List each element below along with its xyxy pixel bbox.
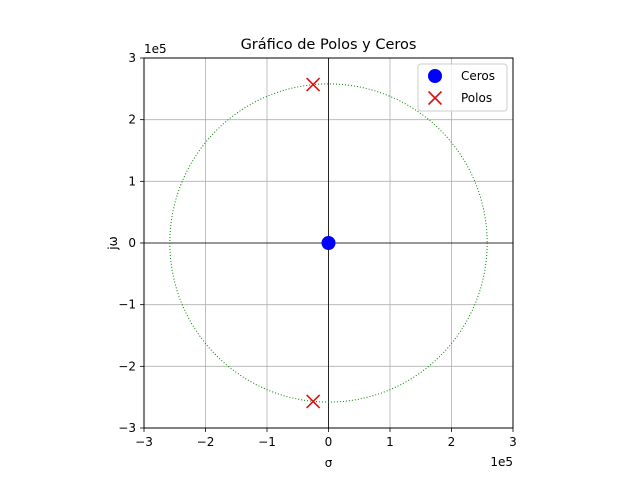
x-tick-label: 0 xyxy=(325,435,333,449)
y-tick-label: −1 xyxy=(118,298,136,312)
x-tick-label: −1 xyxy=(258,435,276,449)
pole-marker-stroke xyxy=(306,394,321,409)
x-axis-ticks: −3 −2 −1 0 1 2 3 xyxy=(135,428,517,449)
y-tick-label: 0 xyxy=(128,236,136,250)
legend-items: Ceros Polos xyxy=(427,69,495,106)
y-axis-offset-text: 1e5 xyxy=(144,42,167,56)
y-axis-ticks: −3 −2 −1 0 1 2 3 xyxy=(118,51,144,435)
legend-label: Ceros xyxy=(461,69,495,83)
pole-marker xyxy=(306,394,321,409)
pole-marker xyxy=(306,77,321,92)
dotted-circle xyxy=(169,83,488,403)
x-tick-label: 3 xyxy=(509,435,517,449)
x-axis-offset-text: 1e5 xyxy=(490,455,513,469)
chart-title: Gráfico de Polos y Ceros xyxy=(241,37,417,53)
y-tick-label: 3 xyxy=(128,51,136,65)
pole-marker-stroke xyxy=(306,77,321,92)
legend-pole-stroke xyxy=(427,90,443,106)
legend-zero-marker xyxy=(428,69,442,83)
legend-pole-marker xyxy=(427,90,443,106)
x-tick-label: 1 xyxy=(386,435,394,449)
y-tick-label: −3 xyxy=(118,421,136,435)
zero-marker xyxy=(321,236,336,250)
x-tick-label: −2 xyxy=(197,435,215,449)
x-axis-label: σ xyxy=(325,456,333,470)
y-tick-label: 2 xyxy=(128,113,136,127)
y-tick-label: 1 xyxy=(128,174,136,188)
x-tick-label: 2 xyxy=(448,435,456,449)
y-axis-label: jω xyxy=(106,236,120,250)
reference-circle xyxy=(169,83,488,403)
y-tick-label: −2 xyxy=(118,359,136,373)
legend: Ceros Polos xyxy=(417,63,508,112)
x-tick-label: −3 xyxy=(135,435,153,449)
data-marks xyxy=(306,77,336,409)
legend-label: Polos xyxy=(461,91,492,105)
